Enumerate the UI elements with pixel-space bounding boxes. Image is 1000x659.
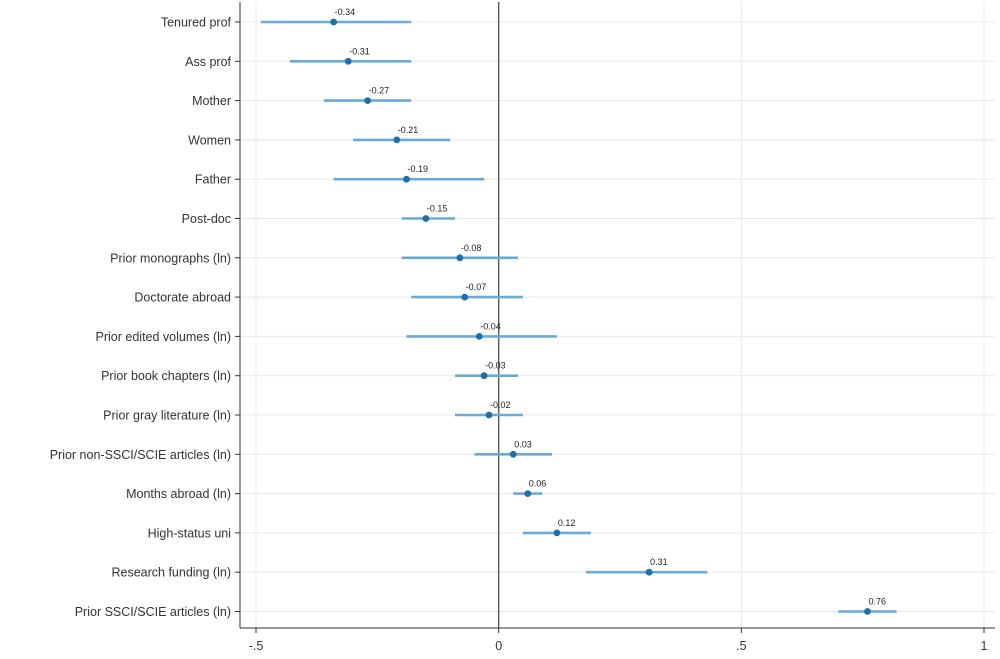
estimate-label: -0.34 xyxy=(335,7,356,17)
category-label: Prior SSCI/SCIE articles (ln) xyxy=(75,605,231,619)
x-tick-label: 0 xyxy=(495,639,502,653)
estimate-label: -0.07 xyxy=(466,282,487,292)
grid-layer xyxy=(240,2,995,628)
estimate-point xyxy=(485,411,493,419)
category-label: Prior monographs (ln) xyxy=(110,251,231,265)
category-label: Post-doc xyxy=(182,212,231,226)
estimate-label: 0.03 xyxy=(514,439,532,449)
estimate-point xyxy=(553,529,561,537)
estimate-label: -0.04 xyxy=(480,321,501,331)
category-label: High-status uni xyxy=(148,526,231,540)
x-tick-label: -.5 xyxy=(249,639,264,653)
estimate-point xyxy=(422,215,430,222)
category-label: Father xyxy=(195,173,231,187)
estimate-label: -0.03 xyxy=(485,361,506,371)
category-label: Months abroad (ln) xyxy=(126,487,231,501)
estimate-point xyxy=(456,254,464,262)
category-label: Prior gray literature (ln) xyxy=(103,409,231,423)
estimate-label: 0.76 xyxy=(869,597,887,607)
point-layer xyxy=(330,18,871,615)
category-label: Tenured prof xyxy=(161,16,232,30)
estimate-point xyxy=(645,568,653,576)
category-label: Prior non-SSCI/SCIE articles (ln) xyxy=(50,448,231,462)
category-label: Prior edited volumes (ln) xyxy=(96,330,231,344)
category-label: Research funding (ln) xyxy=(111,566,231,580)
estimate-label: 0.12 xyxy=(558,518,576,528)
estimate-label: -0.31 xyxy=(349,46,370,56)
estimate-point xyxy=(330,18,338,26)
confidence-interval-layer xyxy=(260,20,897,613)
category-label: Women xyxy=(188,133,231,147)
estimate-label: -0.15 xyxy=(427,204,448,214)
estimate-point xyxy=(461,293,469,301)
estimate-point xyxy=(864,608,871,615)
category-label: Mother xyxy=(192,94,231,108)
estimate-point xyxy=(475,333,483,340)
estimate-point xyxy=(524,490,532,497)
estimate-point xyxy=(403,175,410,183)
category-label: Prior book chapters (ln) xyxy=(101,369,231,383)
estimate-point xyxy=(393,136,401,144)
label-layer: -0.34 -0.31 -0.27 -0.21 -0.19 -0.15 -0.08 -0.07… xyxy=(335,7,886,607)
category-label: Doctorate abroad xyxy=(134,291,231,305)
estimate-point xyxy=(344,57,352,65)
estimate-label: -0.21 xyxy=(398,125,419,135)
estimate-label: 0.06 xyxy=(529,479,547,489)
estimate-label: -0.08 xyxy=(461,243,482,253)
estimate-label: -0.27 xyxy=(369,86,390,96)
category-label: Ass prof xyxy=(185,55,231,69)
estimate-point xyxy=(480,372,488,380)
estimate-point xyxy=(509,450,517,458)
x-tick-label: .5 xyxy=(736,639,746,653)
x-tick-label: 1 xyxy=(981,639,988,653)
estimate-label: 0.31 xyxy=(650,557,668,567)
estimate-label: -0.19 xyxy=(407,164,428,174)
estimate-point xyxy=(364,97,372,104)
estimate-label: -0.02 xyxy=(490,400,511,410)
axis-layer: -.5 0 .5 1 Tenured prof Ass prof Mother Women Fa… xyxy=(50,2,995,653)
